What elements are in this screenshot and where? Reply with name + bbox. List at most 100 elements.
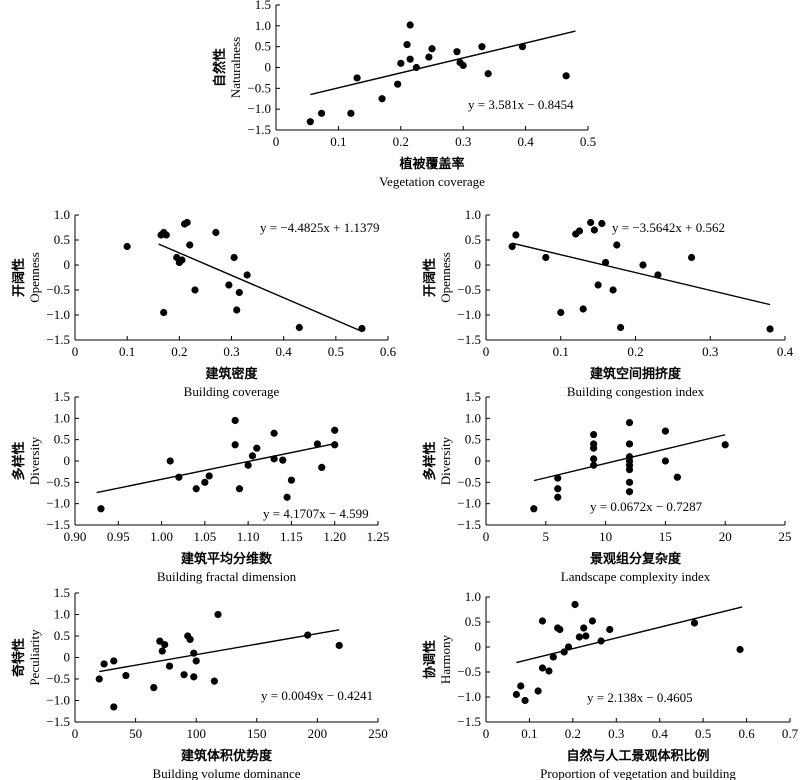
y-tick-label: 1.5 — [465, 389, 481, 404]
data-point — [597, 637, 605, 645]
y-axis-label-en: Naturalness — [228, 37, 243, 98]
data-point — [191, 286, 199, 294]
y-tick-label: 0.5 — [465, 432, 481, 447]
x-tick-label: 0 — [483, 726, 490, 741]
data-point — [575, 227, 584, 235]
y-tick-label: −0.5 — [457, 282, 481, 297]
x-axis-label-cn: 建筑体积优势度 — [181, 748, 273, 763]
x-tick-label: 100 — [186, 726, 206, 741]
data-point — [283, 493, 291, 501]
x-tick-label: 0.4 — [276, 344, 293, 359]
data-point — [406, 55, 414, 63]
x-axis-label-en: Building volume dominance — [152, 766, 300, 780]
x-axis-label-en: Building coverage — [184, 384, 280, 399]
x-tick-label: 0.95 — [107, 529, 130, 544]
data-point — [190, 649, 198, 657]
data-point — [270, 429, 278, 437]
x-tick-label: 0 — [273, 134, 280, 149]
data-point — [478, 43, 486, 51]
data-point — [625, 488, 634, 496]
y-tick-label: −1.0 — [46, 307, 70, 322]
y-tick-label: 1.0 — [465, 589, 481, 604]
y-tick-label: −1.5 — [457, 332, 481, 347]
data-point — [248, 452, 257, 460]
data-point — [95, 675, 103, 683]
y-tick-label: −0.5 — [457, 474, 481, 489]
y-tick-label: −1.5 — [457, 517, 481, 532]
data-point — [214, 610, 222, 619]
regression-equation: y = −4.4825x + 1.1379 — [260, 220, 380, 235]
y-axis-label-en: Diversity — [438, 436, 453, 485]
data-point — [562, 72, 570, 80]
x-tick-label: 1.10 — [237, 529, 260, 544]
data-point — [295, 323, 303, 332]
x-tick-label: 1.20 — [323, 529, 346, 544]
data-point — [192, 485, 200, 493]
y-tick-label: −0.5 — [247, 80, 271, 95]
regression-equation: y = 2.138x − 0.4605 — [587, 690, 693, 705]
data-point — [97, 505, 105, 513]
y-tick-label: 1.0 — [465, 207, 481, 222]
data-point — [766, 325, 774, 333]
x-tick-label: 15 — [659, 529, 672, 544]
data-point — [459, 61, 467, 70]
data-point — [554, 485, 562, 493]
y-axis-label-en: Peculiarity — [27, 629, 42, 686]
y-tick-label: −0.5 — [46, 671, 70, 686]
y-tick-label: 0 — [265, 60, 272, 75]
x-tick-label: 0.7 — [782, 726, 799, 741]
data-point — [512, 690, 521, 699]
y-tick-label: 0.5 — [54, 432, 70, 447]
data-point — [639, 261, 647, 269]
data-point — [183, 218, 191, 227]
data-point — [162, 231, 170, 239]
x-tick-label: 1.25 — [367, 529, 390, 544]
data-point — [306, 118, 314, 126]
data-point — [609, 286, 617, 294]
regression-line — [512, 242, 771, 306]
y-tick-label: 0 — [64, 453, 71, 468]
data-point — [579, 305, 587, 313]
x-tick-label: 0.3 — [455, 134, 471, 149]
y-tick-label: −1.5 — [46, 332, 70, 347]
y-tick-label: −1.0 — [457, 307, 481, 322]
x-axis-label-cn: 建筑空间拥挤度 — [590, 366, 682, 381]
x-tick-label: 50 — [129, 726, 142, 741]
scatter-panel-2: −1.5 −1.0 −0.5 0 0.5 1.0 0 0.1 0.2 0.3 0.4 0.5 0.6 建筑… — [11, 207, 397, 399]
regression-equation: y = −3.5642x + 0.562 — [612, 220, 725, 235]
scatter-panel-4: −1.5 −1.0 −0.5 0 0.5 1.0 1.5 0.90 0.95 1.00 1.05 1.… — [11, 389, 389, 584]
scatter-panel-7: −1.5 −1.0 −0.5 0 0.5 1.0 0 0.1 0.2 0.3 0.4 0.5 0.6 0.… — [422, 589, 799, 780]
y-axis-label-en: Openness — [438, 252, 453, 303]
y-tick-label: −1.5 — [457, 714, 481, 729]
data-point — [160, 308, 168, 317]
y-tick-label: 0 — [64, 650, 71, 665]
x-tick-label: 0.6 — [738, 726, 755, 741]
regression-line — [99, 629, 340, 673]
data-point — [201, 478, 209, 486]
y-tick-label: 0 — [475, 453, 482, 468]
data-point — [554, 493, 562, 501]
x-tick-label: 0.1 — [553, 344, 569, 359]
data-point — [394, 80, 402, 88]
y-tick-label: 0.5 — [465, 614, 481, 629]
y-axis-label-cn: 多样性 — [11, 441, 26, 480]
data-point — [687, 253, 696, 262]
x-axis-label-en: Building congestion index — [567, 384, 705, 399]
x-tick-label: 0.4 — [517, 134, 534, 149]
data-point — [542, 253, 550, 262]
data-point — [123, 242, 131, 251]
x-tick-label: 25 — [779, 529, 792, 544]
data-point — [317, 109, 326, 117]
data-point — [403, 40, 411, 49]
data-point — [235, 485, 244, 493]
x-tick-label: 1.05 — [193, 529, 216, 544]
data-point — [205, 472, 213, 480]
data-point — [270, 455, 278, 463]
data-point — [518, 43, 527, 51]
data-point — [625, 419, 634, 427]
data-point — [575, 633, 583, 641]
x-tick-label: 0.1 — [521, 726, 537, 741]
y-tick-label: −0.5 — [46, 474, 70, 489]
y-tick-label: 0.5 — [54, 628, 70, 643]
